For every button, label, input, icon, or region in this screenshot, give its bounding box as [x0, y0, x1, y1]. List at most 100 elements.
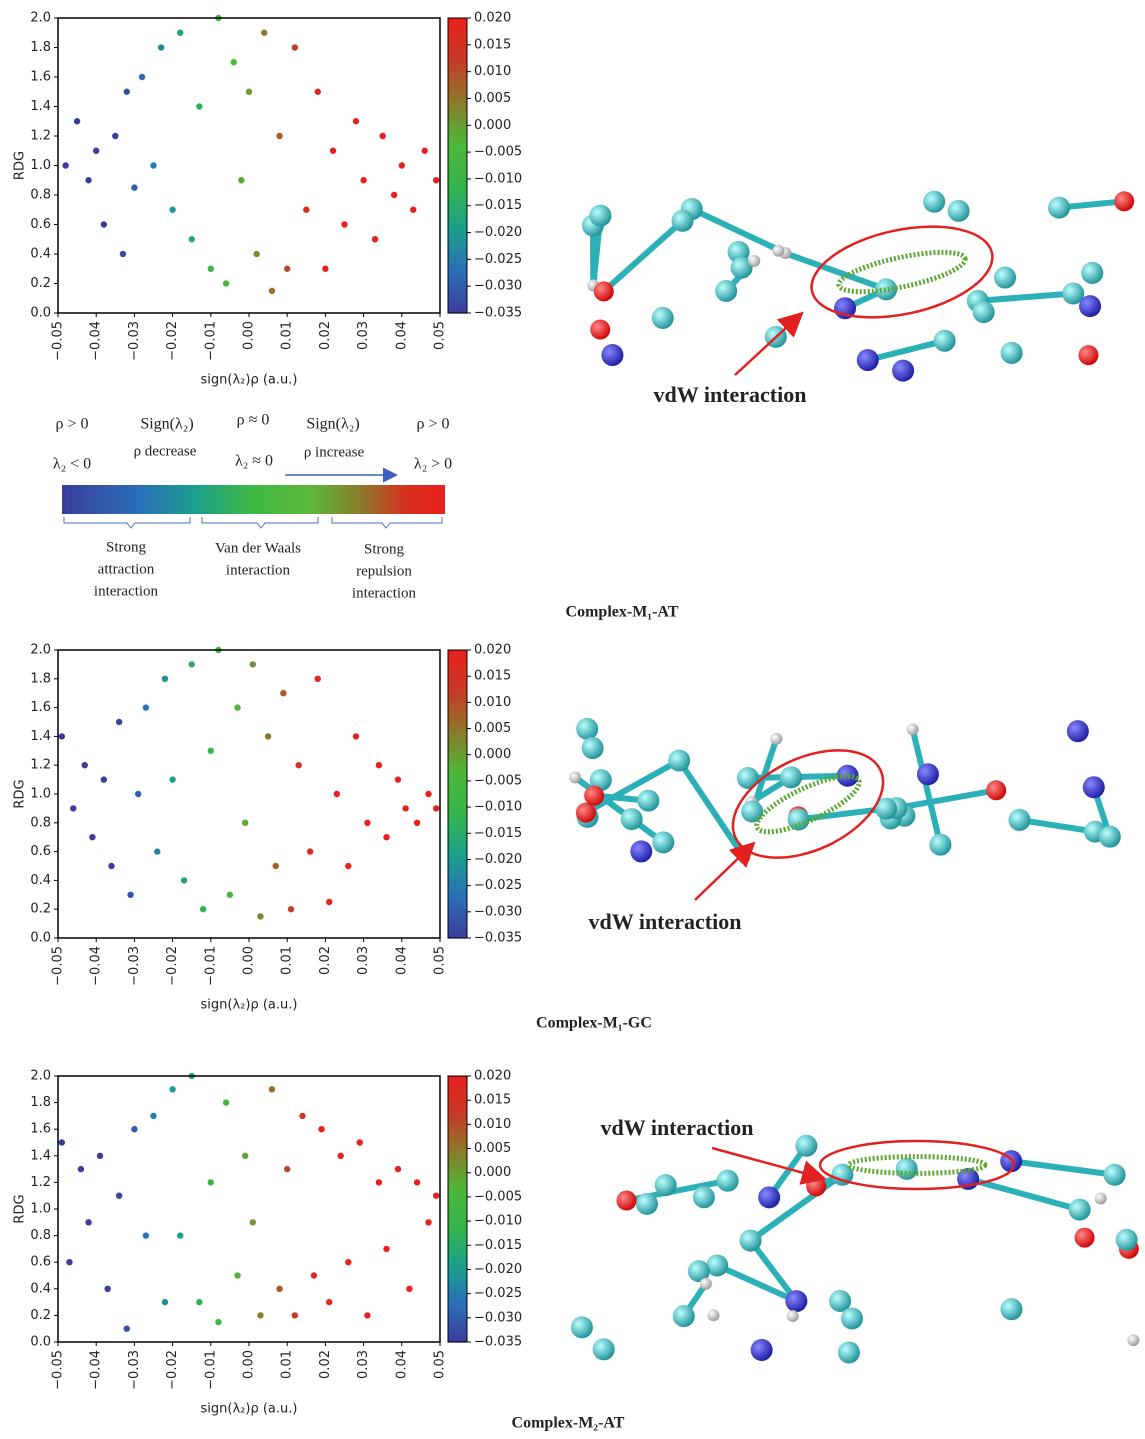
- x-tick-label: −0.04: [89, 321, 104, 361]
- atom: [621, 808, 643, 830]
- colorbar-segment: [448, 698, 467, 703]
- atom: [576, 803, 596, 823]
- x-tick-label: −0.05: [51, 321, 66, 361]
- colorbar-segment: [448, 775, 467, 780]
- colorbar-segment: [448, 274, 467, 280]
- annotation-arrow: [695, 845, 752, 900]
- scatter-point: [223, 1099, 229, 1105]
- x-tick-label: 0.01: [280, 321, 295, 350]
- colorbar-segment: [448, 674, 467, 679]
- x-tick-label: 0.00: [242, 1350, 257, 1379]
- scatter-point: [208, 748, 214, 754]
- scatter-point: [376, 1179, 382, 1185]
- colorbar-segment: [448, 67, 467, 73]
- atom: [1078, 345, 1098, 365]
- colorbar-tick-label: 0.005: [474, 91, 511, 106]
- bond: [751, 1175, 843, 1241]
- colorbar-segment: [448, 1187, 467, 1192]
- colorbar-segment: [448, 1111, 467, 1116]
- colorbar-segment: [448, 116, 467, 122]
- colorbar-segment: [448, 146, 467, 152]
- colorbar-segment: [448, 794, 467, 799]
- colorbar-segment: [448, 121, 467, 127]
- caption: Complex-M₂-AT: [512, 1415, 625, 1432]
- colorbar-segment: [448, 1320, 467, 1325]
- scatter-point: [364, 1312, 370, 1318]
- atom: [740, 1230, 762, 1252]
- scatter-point: [158, 44, 164, 50]
- colorbar-segment: [448, 890, 467, 895]
- colorbar-segment: [448, 87, 467, 93]
- colorbar-segment: [448, 170, 467, 176]
- colorbar-segment: [448, 269, 467, 275]
- colorbar-segment: [448, 1213, 467, 1218]
- scatter-point: [127, 892, 133, 898]
- atom: [892, 360, 914, 382]
- colorbar-tick-label: −0.020: [474, 225, 522, 240]
- colorbar-segment: [448, 225, 467, 231]
- atom: [652, 307, 674, 329]
- colorbar-segment: [448, 1289, 467, 1294]
- colorbar-segment: [448, 688, 467, 693]
- scatter-point: [189, 236, 195, 242]
- y-tick-label: 1.0: [30, 787, 51, 802]
- colorbar-segment: [448, 195, 467, 201]
- scatter-point: [414, 820, 420, 826]
- scatter-point: [97, 1153, 103, 1159]
- atom: [652, 831, 674, 853]
- scatter-point: [273, 863, 279, 869]
- scatter-point: [326, 899, 332, 905]
- y-tick-label: 0.6: [30, 217, 51, 232]
- atom: [741, 801, 763, 823]
- atom: [907, 723, 919, 735]
- colorbar-segment: [448, 717, 467, 722]
- schematic-label: λ₂ ≈ 0: [235, 453, 273, 470]
- colorbar-tick-label: −0.015: [474, 826, 522, 841]
- scatter-point: [315, 676, 321, 682]
- colorbar-segment: [448, 244, 467, 250]
- atom: [1069, 1199, 1091, 1221]
- atom: [715, 280, 737, 302]
- scatter-point: [311, 1272, 317, 1278]
- scatter-point: [402, 805, 408, 811]
- colorbar-tick-label: −0.035: [474, 1335, 522, 1350]
- scatter-point: [62, 162, 68, 168]
- y-tick-label: 1.4: [30, 99, 51, 114]
- atom: [668, 750, 690, 772]
- scatter-point: [231, 59, 237, 65]
- colorbar-segment: [448, 736, 467, 741]
- y-tick-label: 0.2: [30, 276, 51, 291]
- y-tick-label: 1.2: [30, 758, 51, 773]
- region-label: attraction: [98, 561, 155, 577]
- colorbar-segment: [448, 732, 467, 737]
- atom: [1048, 197, 1070, 219]
- scatter-point: [250, 1219, 256, 1225]
- scatter-point: [399, 162, 405, 168]
- scatter-point: [189, 661, 195, 667]
- colorbar-segment: [448, 210, 467, 216]
- atom: [787, 1310, 799, 1322]
- atom: [594, 281, 614, 301]
- scatter-point: [406, 1286, 412, 1292]
- colorbar-segment: [448, 756, 467, 761]
- colorbar-segment: [448, 205, 467, 211]
- x-tick-label: 0.04: [394, 946, 409, 975]
- colorbar-segment: [448, 895, 467, 900]
- scatter-point: [425, 1219, 431, 1225]
- x-tick-label: 0.03: [356, 946, 371, 975]
- x-tick-label: −0.02: [165, 946, 180, 986]
- colorbar-segment: [448, 1191, 467, 1196]
- colorbar-segment: [448, 1227, 467, 1232]
- colorbar-segment: [448, 215, 467, 221]
- colorbar-segment: [448, 1094, 467, 1099]
- colorbar-segment: [448, 1120, 467, 1125]
- colorbar-segment: [448, 813, 467, 818]
- x-tick-label: 0.03: [356, 321, 371, 350]
- region-label: interaction: [226, 562, 291, 578]
- molecule-renderings: [569, 191, 1139, 1364]
- atom: [1079, 295, 1101, 317]
- bond: [968, 1179, 1080, 1210]
- scatter-point: [250, 661, 256, 667]
- scatter-point: [59, 733, 65, 739]
- colorbar-segment: [448, 190, 467, 196]
